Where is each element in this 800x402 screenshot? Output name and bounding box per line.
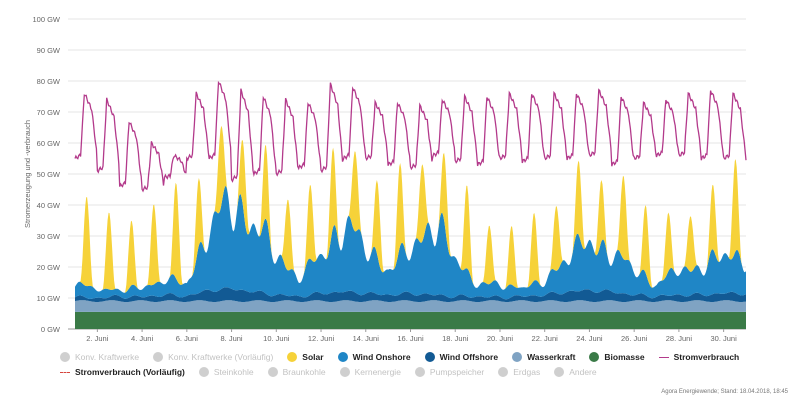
legend-item-kernenergie[interactable]: Kernenergie — [339, 367, 401, 377]
legend-swatch — [554, 367, 565, 377]
legend-swatch — [589, 352, 600, 362]
legend-item-braunkohle[interactable]: Braunkohle — [267, 367, 326, 377]
legend-label: Wind Offshore — [439, 352, 499, 362]
y-tick-label: 30 GW — [37, 232, 61, 241]
legend-swatch — [424, 352, 435, 362]
legend-label: Pumpspeicher — [429, 367, 485, 377]
line-stromverbrauch — [74, 80, 747, 193]
legend-swatch — [60, 352, 70, 362]
x-tick-label: 18. Juni — [442, 334, 469, 343]
energy-chart: 0 GW 10 GW 20 GW 30 GW 40 GW 50 GW 60 GW 70 GW 8… — [23, 15, 747, 343]
x-tick-label: 4. Juni — [131, 334, 153, 343]
x-tick-label: 14. Juni — [353, 334, 380, 343]
legend-item-stromverbrauch-vorläufig[interactable]: Stromverbrauch (Vorläufig) — [60, 367, 185, 377]
legend-label: Braunkohle — [282, 367, 326, 377]
legend-item-steinkohle[interactable]: Steinkohle — [198, 367, 254, 377]
legend-label: Steinkohle — [213, 367, 254, 377]
legend-label: Konv. Kraftwerke (Vorläufig) — [168, 352, 274, 362]
y-tick-label: 40 GW — [37, 201, 61, 210]
y-tick-label: 50 GW — [37, 170, 61, 179]
legend-swatch — [287, 352, 298, 362]
area-solar — [75, 125, 746, 293]
legend-label: Erdgas — [513, 367, 541, 377]
x-tick-label: 26. Juni — [621, 334, 648, 343]
legend-label: Konv. Kraftwerke — [75, 352, 140, 362]
y-axis-title: Stromerzeugung und -verbrauch — [23, 120, 32, 228]
y-tick-label: 0 GW — [41, 325, 61, 334]
legend-swatch — [512, 352, 523, 362]
legend-label: Stromverbrauch (Vorläufig) — [75, 367, 185, 377]
y-tick-label: 100 GW — [32, 15, 60, 24]
legend-swatch — [198, 367, 209, 377]
area-wasserkraft — [75, 300, 746, 312]
x-tick-label: 16. Juni — [397, 334, 424, 343]
x-tick-label: 2. Juni — [86, 334, 108, 343]
legend-item-wind-onshore[interactable]: Wind Onshore — [337, 352, 411, 362]
y-tick-label: 10 GW — [37, 294, 61, 303]
area-wind-onshore — [75, 186, 746, 300]
legend-label: Kernenergie — [354, 367, 401, 377]
legend-label: Wasserkraft — [527, 352, 576, 362]
legend-item-pumpspeicher[interactable]: Pumpspeicher — [414, 367, 485, 377]
legend-swatch — [498, 367, 509, 377]
y-tick-label: 80 GW — [37, 77, 61, 86]
x-tick-label: 30. Juni — [710, 334, 737, 343]
legend-item-konv-kraftwerke[interactable]: Konv. Kraftwerke — [60, 352, 139, 362]
legend-item-stromverbrauch[interactable]: Stromverbrauch — [658, 352, 740, 362]
legend-item-erdgas[interactable]: Erdgas — [498, 367, 540, 377]
legend-swatch — [153, 352, 164, 362]
x-tick-label: 12. Juni — [308, 334, 335, 343]
source-credit: Agora Energiewende; Stand: 18.04.2018, 1… — [661, 389, 788, 395]
legend-item-andere[interactable]: Andere — [554, 367, 597, 377]
x-tick-label: 20. Juni — [487, 334, 514, 343]
legend-item-konv-kraftwerke-vorläufig[interactable]: Konv. Kraftwerke (Vorläufig) — [153, 352, 273, 362]
legend-label: Solar — [302, 352, 324, 362]
legend-swatch — [337, 352, 348, 362]
legend-swatch — [658, 356, 669, 358]
y-tick-label: 90 GW — [37, 46, 61, 55]
legend-label: Andere — [569, 367, 597, 377]
legend-swatch — [60, 371, 70, 373]
legend-swatch — [414, 367, 425, 377]
x-tick-label: 10. Juni — [263, 334, 290, 343]
legend-row-1: Konv. Kraftwerke Konv. Kraftwerke (Vorläu… — [60, 352, 790, 362]
legend-item-wasserkraft[interactable]: Wasserkraft — [512, 352, 575, 362]
legend-swatch — [267, 367, 278, 377]
legend-item-biomasse[interactable]: Biomasse — [589, 352, 645, 362]
legend-label: Biomasse — [604, 352, 645, 362]
x-tick-label: 28. Juni — [666, 334, 693, 343]
legend-row-2: Stromverbrauch (Vorläufig) Steinkohle Brau… — [60, 367, 790, 377]
legend-label: Wind Onshore — [352, 352, 411, 362]
area-wind-offshore — [75, 287, 746, 302]
y-tick-label: 60 GW — [37, 139, 61, 148]
x-tick-label: 6. Juni — [176, 334, 198, 343]
legend-label: Stromverbrauch — [673, 352, 740, 362]
x-tick-label: 22. Juni — [532, 334, 559, 343]
legend-swatch — [339, 367, 350, 377]
x-tick-label: 8. Juni — [221, 334, 243, 343]
y-tick-label: 20 GW — [37, 263, 61, 272]
y-tick-label: 70 GW — [37, 108, 61, 117]
x-tick-label: 24. Juni — [576, 334, 603, 343]
legend-item-wind-offshore[interactable]: Wind Offshore — [424, 352, 499, 362]
area-biomasse — [75, 311, 746, 329]
legend-item-solar[interactable]: Solar — [287, 352, 324, 362]
